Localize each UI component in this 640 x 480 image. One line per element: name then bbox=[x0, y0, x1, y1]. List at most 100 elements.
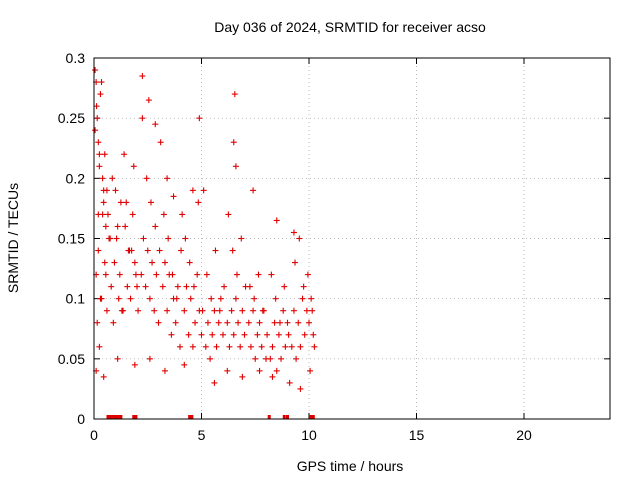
zero-value-marker bbox=[106, 415, 110, 419]
scatter-point bbox=[281, 283, 288, 290]
scatter-point bbox=[181, 361, 188, 368]
scatter-point bbox=[116, 271, 123, 278]
scatter-point bbox=[209, 331, 216, 338]
scatter-point bbox=[108, 283, 115, 290]
zero-value-marker bbox=[117, 415, 121, 419]
scatter-point bbox=[212, 247, 219, 254]
y-tick-label: 0.3 bbox=[66, 50, 86, 66]
scatter-point bbox=[273, 217, 280, 224]
scatter-point bbox=[130, 163, 137, 170]
scatter-point bbox=[211, 307, 218, 314]
scatter-point bbox=[239, 307, 246, 314]
scatter-point bbox=[194, 271, 201, 278]
scatter-point bbox=[147, 199, 154, 206]
zero-value-marker bbox=[190, 415, 194, 419]
scatter-point bbox=[309, 307, 316, 314]
scatter-point bbox=[100, 187, 107, 194]
scatter-point bbox=[297, 343, 304, 350]
y-axis-label: SRMTID / TECUs bbox=[5, 183, 21, 293]
scatter-point bbox=[292, 259, 299, 266]
scatter-point bbox=[231, 91, 238, 98]
y-tick-label: 0.1 bbox=[66, 291, 86, 307]
scatter-point bbox=[239, 373, 246, 380]
scatter-point bbox=[299, 295, 306, 302]
scatter-point bbox=[93, 103, 100, 110]
scatter-point bbox=[100, 373, 107, 380]
scatter-point bbox=[200, 187, 207, 194]
scatter-point bbox=[186, 259, 193, 266]
scatter-point bbox=[138, 271, 145, 278]
scatter-point bbox=[97, 91, 104, 98]
scatter-point bbox=[241, 331, 248, 338]
scatter-point bbox=[114, 223, 121, 230]
scatter-point bbox=[228, 307, 235, 314]
scatter-point bbox=[164, 307, 171, 314]
scatter-point bbox=[251, 295, 258, 302]
scatter-point bbox=[220, 331, 226, 338]
scatter-point bbox=[307, 367, 314, 374]
scatter-point bbox=[126, 247, 133, 254]
y-tick-label: 0.25 bbox=[58, 110, 85, 126]
scatter-point bbox=[198, 331, 205, 338]
zero-value-marker bbox=[112, 415, 116, 419]
scatter-point bbox=[224, 319, 231, 326]
scatter-point bbox=[284, 319, 291, 326]
scatter-point bbox=[276, 319, 283, 326]
scatter-point bbox=[144, 247, 151, 254]
zero-value-marker bbox=[286, 415, 289, 419]
scatter-point bbox=[95, 247, 102, 254]
scatter-point bbox=[213, 343, 220, 350]
scatter-point bbox=[95, 139, 102, 146]
scatter-point bbox=[149, 259, 156, 266]
scatter-point bbox=[100, 199, 107, 206]
scatter-point bbox=[224, 367, 231, 374]
zero-value-marker bbox=[188, 415, 192, 419]
scatter-point bbox=[168, 331, 175, 338]
scatter-point bbox=[216, 307, 223, 314]
scatter-point bbox=[153, 271, 160, 278]
scatter-point bbox=[98, 79, 105, 86]
scatter-point bbox=[306, 319, 312, 326]
scatter-point bbox=[183, 283, 190, 290]
scatter-point bbox=[92, 127, 99, 134]
scatter-point bbox=[165, 235, 172, 242]
scatter-point bbox=[178, 247, 185, 254]
scatter-point bbox=[233, 271, 240, 278]
scatter-point bbox=[282, 343, 289, 350]
x-tick-label: 5 bbox=[198, 427, 206, 443]
scatter-point bbox=[285, 331, 292, 338]
scatter-point bbox=[225, 211, 232, 218]
scatter-point bbox=[204, 319, 211, 326]
scatter-point bbox=[121, 151, 128, 158]
scatter-point bbox=[174, 283, 181, 290]
scatter-point bbox=[113, 235, 120, 242]
scatter-point bbox=[114, 355, 121, 362]
chart-title: Day 036 of 2024, SRMTID for receiver acs… bbox=[214, 19, 486, 35]
scatter-point bbox=[122, 223, 129, 230]
scatter-point bbox=[139, 115, 146, 122]
scatter-point bbox=[99, 175, 106, 182]
scatter-point bbox=[143, 175, 150, 182]
scatter-point bbox=[278, 355, 285, 362]
scatter-point bbox=[123, 199, 130, 206]
y-tick-label: 0.2 bbox=[66, 170, 86, 186]
scatter-point bbox=[226, 343, 233, 350]
zero-value-marker bbox=[311, 415, 315, 419]
scatter-point bbox=[92, 67, 99, 74]
scatter-point bbox=[127, 295, 134, 302]
scatter-point bbox=[271, 319, 278, 326]
scatter-point bbox=[303, 307, 310, 314]
scatter-point bbox=[120, 307, 127, 314]
scatter-point bbox=[190, 283, 197, 290]
scatter-point bbox=[203, 271, 210, 278]
scatter-point bbox=[146, 295, 153, 302]
scatter-point bbox=[160, 211, 167, 218]
scatter-point bbox=[179, 211, 186, 218]
scatter-point bbox=[107, 235, 114, 242]
scatter-point bbox=[104, 211, 111, 218]
scatter-point bbox=[124, 283, 131, 290]
scatter-point bbox=[134, 283, 140, 290]
scatter-point bbox=[131, 361, 138, 368]
plot-frame bbox=[93, 57, 611, 420]
scatter-point bbox=[95, 211, 102, 218]
